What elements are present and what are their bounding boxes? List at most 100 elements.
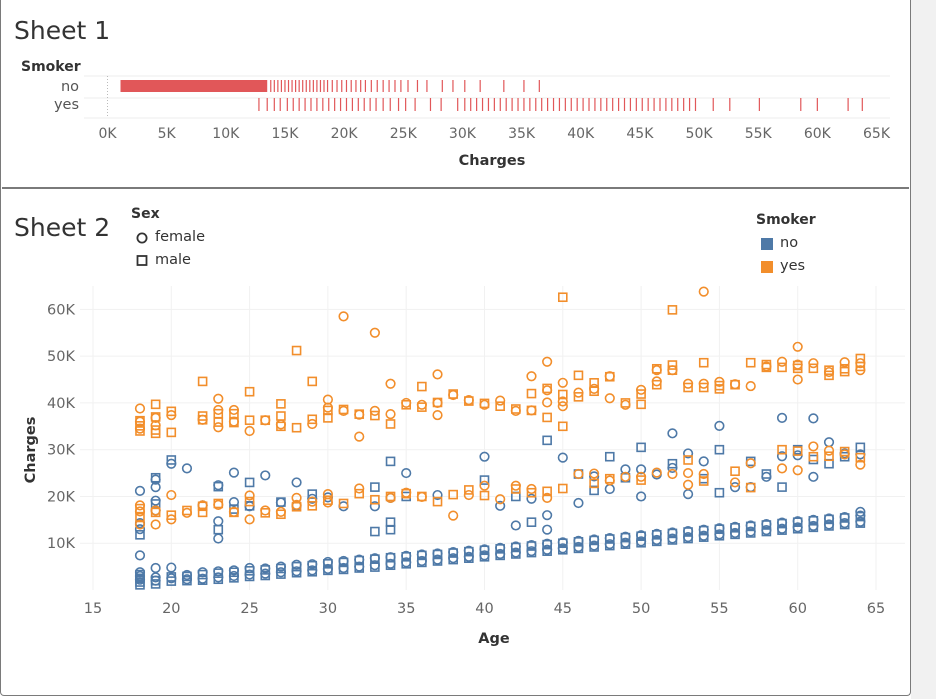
scatter-point-yes-male: [417, 381, 427, 392]
scatter-point-no-male: [385, 456, 396, 467]
scatter-point-yes-male: [244, 415, 255, 426]
scatter-point-no-male: [714, 524, 725, 534]
scatter-point-yes-male: [683, 455, 693, 465]
scatter-point-yes-male: [182, 505, 192, 516]
scatter-point-yes-female: [808, 441, 819, 452]
scatter-point-yes-male: [150, 507, 161, 518]
scatter-point-no-male: [479, 545, 490, 556]
scatter-point-no-male: [777, 525, 787, 535]
scatter-point-no-male: [197, 575, 208, 585]
scatter-point-yes-male: [135, 503, 145, 514]
scatter-point-no-male: [307, 566, 318, 577]
scatter-point-no-female: [150, 562, 161, 574]
scatter-point-yes-male: [792, 363, 803, 374]
scatter-point-no-male: [276, 497, 286, 507]
scatter-point-no-male: [557, 544, 568, 555]
scatter-point-yes-male: [542, 486, 552, 497]
scatter-point-yes-female: [604, 393, 615, 404]
scatter-point-no-female: [635, 464, 647, 475]
scatter-point-no-male: [698, 532, 709, 542]
scatter-point-yes-male: [166, 427, 177, 438]
square-icon: [136, 255, 148, 266]
scatter-point-yes-female: [792, 341, 803, 352]
scatter-point-no-male: [276, 563, 286, 574]
scatter-point-no-male: [291, 567, 302, 578]
scatter-y-tick-label: 60K: [47, 302, 75, 318]
scatter-point-yes-female: [542, 356, 553, 367]
strip-x-tick-label: 20K: [331, 126, 359, 142]
scatter-point-yes-male: [417, 491, 427, 502]
scatter-point-yes-female: [557, 396, 568, 407]
scatter-point-yes-male: [698, 476, 709, 486]
scatter-point-yes-male: [464, 485, 474, 495]
scatter-x-tick-label: 60: [788, 601, 806, 617]
scatter-point-yes-female: [745, 458, 756, 469]
scatter-point-no-male: [401, 551, 412, 562]
scatter-point-yes-male: [150, 412, 161, 422]
scatter-point-yes-female: [839, 357, 850, 368]
scatter-point-no-male: [213, 481, 224, 492]
scatter-point-yes-female: [682, 467, 694, 479]
scatter-point-no-female: [166, 562, 177, 573]
scatter-point-no-male: [777, 482, 787, 492]
strip-x-tick-label: 60K: [804, 126, 832, 142]
scatter-point-no-male: [620, 532, 631, 543]
scatter-point-yes-male: [229, 507, 239, 518]
scatter-point-yes-female: [729, 477, 741, 488]
scatter-point-no-male: [573, 537, 584, 547]
scatter-point-yes-male: [761, 362, 772, 373]
strip-x-tick-label: 25K: [390, 126, 418, 142]
scatter-point-no-male: [604, 534, 615, 544]
scatter-point-no-male: [213, 568, 224, 578]
scatter-point-no-male: [667, 458, 678, 469]
scatter-point-yes-female: [448, 510, 459, 521]
strip-row-header: Smoker: [21, 59, 81, 75]
strip-x-tick-label: 0K: [98, 126, 117, 142]
scatter-point-yes-male: [511, 404, 521, 414]
scatter-point-yes-male: [244, 386, 255, 397]
scatter-point-yes-female: [150, 519, 161, 530]
legend-sex-title: Sex: [131, 206, 160, 222]
scatter-point-yes-female: [808, 358, 819, 369]
strip-row-label-no: no: [61, 79, 79, 95]
vertical-scrollbar[interactable]: [911, 0, 936, 699]
scatter-point-yes-male: [229, 417, 239, 428]
legend-smoker-yes: yes: [780, 258, 806, 274]
scatter-point-yes-male: [135, 415, 145, 426]
scatter-point-yes-male: [667, 360, 678, 370]
legend-smoker-no: no: [780, 235, 799, 251]
scatter-point-yes-female: [354, 431, 365, 442]
scatter-point-no-male: [698, 525, 709, 536]
circle-icon: [136, 232, 148, 244]
scatter-x-tick-label: 30: [319, 601, 337, 617]
scatter-point-yes-male: [479, 490, 490, 501]
scatter-point-no-male: [511, 542, 521, 553]
scatter-point-yes-male: [745, 482, 756, 493]
scatter-point-yes-female: [416, 399, 427, 410]
scatter-point-yes-male: [542, 383, 552, 394]
scatter-point-yes-male: [824, 370, 834, 381]
scatter-point-no-male: [526, 547, 537, 558]
scatter-point-no-male: [792, 517, 803, 527]
scatter-point-no-male: [526, 541, 537, 551]
scatter-point-yes-male: [698, 357, 709, 368]
scatter-point-yes-male: [448, 489, 458, 500]
scatter-point-yes-male: [479, 398, 490, 409]
scatter-point-no-male: [777, 518, 787, 529]
scatter-y-tick-label: 50K: [47, 349, 75, 365]
scatter-point-no-male: [511, 549, 521, 559]
scatter-point-yes-female: [134, 403, 146, 414]
scatter-x-tick-label: 55: [710, 601, 728, 617]
scatter-point-no-female: [776, 412, 788, 423]
scatter-point-no-male: [323, 559, 333, 569]
scatter-point-no-male: [244, 571, 255, 582]
scatter-point-no-female: [369, 501, 380, 512]
scatter-point-yes-male: [824, 365, 834, 375]
scatter-point-yes-female: [432, 409, 443, 421]
scatter-point-no-female: [542, 524, 553, 535]
scatter-point-yes-female: [495, 395, 506, 406]
scatter-point-no-female: [542, 510, 553, 521]
scatter-point-no-male: [307, 560, 318, 571]
scatter-point-yes-male: [197, 507, 208, 518]
scatter-point-yes-female: [181, 507, 193, 518]
